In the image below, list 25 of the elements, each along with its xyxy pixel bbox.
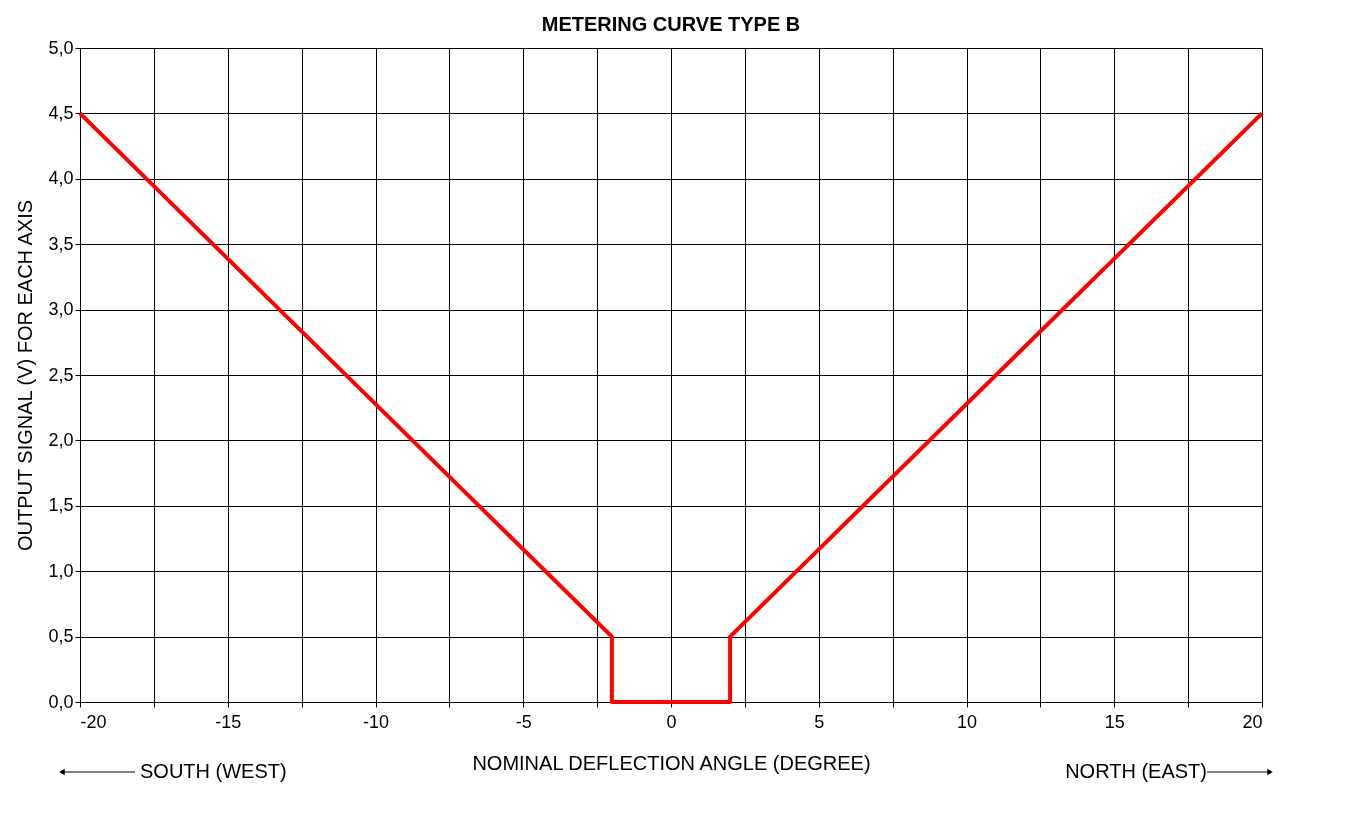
y-tick-label: 0,5	[48, 626, 74, 647]
x-tick-label: 0	[666, 711, 677, 732]
x-tick-label: 15	[1104, 711, 1125, 732]
x-tick-label: 10	[956, 711, 978, 732]
y-axis-title: OUTPUT SIGNAL (V) FOR EACH AXIS	[14, 199, 37, 552]
x-tick-label: -5	[515, 711, 532, 732]
chart-title: METERING CURVE TYPE B	[541, 13, 801, 35]
x-tick-label: 5	[814, 711, 825, 732]
x-tick-label: -15	[215, 711, 242, 732]
text: NORTH (EAST)	[1065, 760, 1207, 782]
y-tick-label: 5,0	[48, 37, 74, 58]
y-tick-label: 4,0	[48, 168, 74, 189]
y-tick-label: 3,5	[48, 233, 74, 254]
y-tick-label: 2,0	[48, 429, 74, 450]
x-tick-label: -20	[80, 711, 107, 732]
x-tick-label: 20	[1242, 711, 1263, 732]
x-axis-title: NOMINAL DEFLECTION ANGLE (DEGREE)	[472, 751, 871, 774]
text: SOUTH (WEST)	[140, 760, 287, 782]
y-tick-label: 2,5	[48, 364, 74, 385]
y-tick-label: 4,5	[48, 102, 74, 123]
y-tick-label: 0,0	[48, 691, 74, 712]
y-tick-label: 3,0	[48, 299, 74, 320]
y-tick-label: 1,0	[48, 560, 74, 581]
x-tick-label: -10	[362, 711, 390, 732]
y-tick-label: 1,5	[48, 495, 74, 516]
